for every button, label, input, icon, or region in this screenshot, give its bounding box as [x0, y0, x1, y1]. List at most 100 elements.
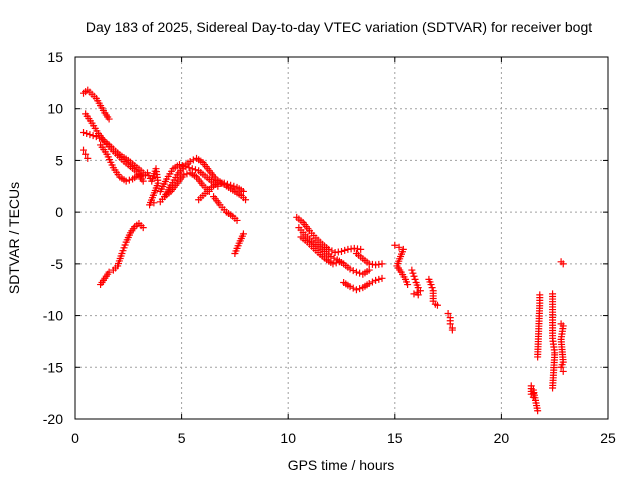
data-point-fill [375, 275, 383, 283]
x-tick-labels: 0 5 10 15 20 25 [71, 430, 616, 446]
data-point [180, 171, 188, 179]
data-point [352, 268, 360, 276]
series-arc-17 [425, 275, 441, 309]
data-point-fill [409, 269, 417, 277]
series-isolated-early [143, 165, 162, 209]
data-point [92, 133, 100, 141]
data-point [146, 201, 154, 209]
series-arc-start-short [80, 146, 92, 162]
y-tick-label: -10 [43, 308, 63, 324]
series-arc-rise [97, 220, 147, 289]
series-arc-mid-d [195, 179, 247, 204]
x-tick-label: 5 [178, 430, 186, 446]
data-point-fill [96, 134, 104, 142]
data-point [352, 286, 360, 294]
data-point [559, 260, 567, 268]
data-point-fill [125, 176, 133, 184]
data-point [346, 283, 354, 291]
data-point [80, 129, 88, 137]
series-late-scatter-22 [549, 290, 559, 392]
series-arc-late-d [340, 274, 386, 294]
x-tick-label: 20 [494, 430, 510, 446]
data-point [410, 290, 418, 298]
data-point-fill [428, 284, 436, 292]
data-point-fill [83, 130, 91, 138]
data-point [86, 131, 94, 139]
data-point-fill [179, 162, 187, 170]
plot-frame [74, 56, 609, 420]
data-point [182, 163, 190, 171]
series-arc-17-6 [444, 310, 456, 334]
x-tick-label: 15 [387, 430, 403, 446]
data-points [80, 86, 567, 415]
data-point-fill [223, 180, 231, 188]
y-axis-label: SDTVAR / TECUs [6, 182, 22, 294]
data-point [433, 301, 441, 309]
data-point [139, 224, 147, 232]
data-point-fill [191, 166, 199, 174]
data-point [427, 281, 435, 289]
series-arc-top-c [80, 129, 149, 179]
data-point-fill [185, 164, 193, 172]
series-arc-top-a [80, 86, 113, 123]
data-point [408, 266, 416, 274]
data-point [327, 253, 335, 261]
data-point [186, 157, 194, 165]
data-point [175, 161, 183, 169]
grid [75, 57, 608, 419]
x-tick-label: 25 [600, 430, 616, 446]
data-point [357, 245, 365, 253]
data-point [448, 326, 456, 334]
data-point [242, 196, 250, 204]
y-tick-label: -20 [43, 411, 63, 427]
y-tick-label: -5 [51, 256, 64, 272]
data-point [404, 281, 412, 289]
data-point-fill [349, 284, 357, 292]
series-arc-mid-f [231, 230, 247, 258]
data-point [365, 266, 373, 274]
series-arc-mid-a [161, 154, 250, 204]
x-tick-label: 10 [280, 430, 296, 446]
data-point [227, 181, 235, 189]
series-late-scatter-23 [557, 258, 567, 375]
data-point [549, 384, 557, 392]
data-point [395, 243, 403, 251]
data-point-fill [356, 285, 364, 293]
data-point [82, 150, 90, 158]
data-point-fill [349, 267, 357, 275]
y-tick-label: -15 [43, 359, 63, 375]
data-point [105, 115, 113, 123]
x-axis-label: GPS time / hours [288, 457, 395, 473]
y-tick-label: 0 [55, 204, 63, 220]
data-point [338, 247, 345, 255]
series-arc-top-d [97, 141, 147, 185]
data-point [534, 407, 542, 415]
data-point-fill [368, 278, 376, 286]
data-point [335, 258, 343, 266]
data-point [233, 216, 241, 224]
series-arc-late-c [297, 233, 343, 268]
data-point [139, 177, 147, 185]
data-point-fill [330, 254, 338, 262]
data-point [557, 363, 565, 371]
data-point-fill [230, 182, 238, 190]
data-point [84, 154, 92, 162]
series-arc-mid-e [210, 193, 241, 224]
data-point [416, 287, 424, 295]
data-point [150, 199, 158, 207]
data-point [378, 274, 386, 282]
data-point-fill [341, 246, 349, 254]
axis-ticks [74, 56, 609, 420]
series-arc-16 [408, 266, 424, 299]
data-point [105, 268, 113, 276]
data-point [391, 241, 399, 249]
series-arc-15 [391, 241, 412, 289]
data-point-fill [411, 275, 419, 283]
data-point [446, 320, 454, 328]
data-point [534, 353, 542, 361]
data-point [444, 310, 452, 318]
y-tick-label: 5 [55, 152, 63, 168]
data-point [378, 260, 386, 268]
data-point [559, 367, 567, 375]
